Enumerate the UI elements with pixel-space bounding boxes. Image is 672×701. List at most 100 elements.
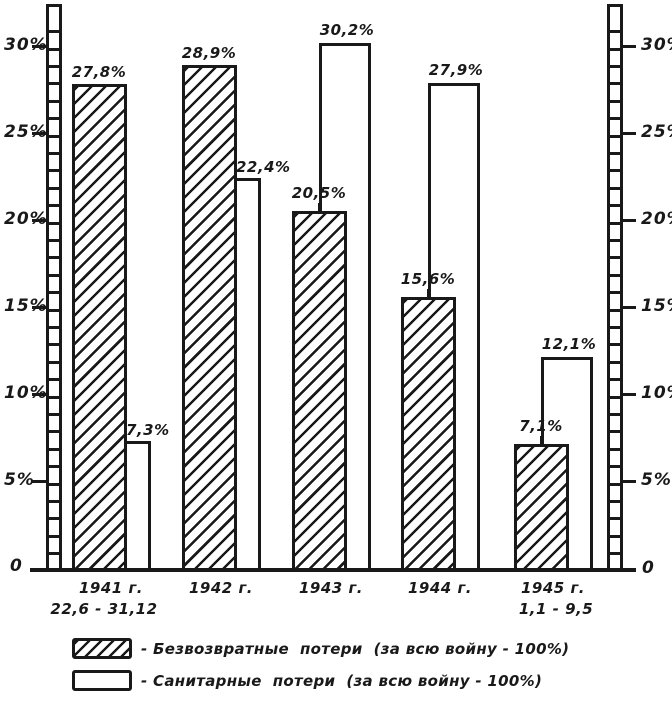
legend-item-irrecoverable: - Безвозвратные потери (за всю войну - 1… — [72, 638, 569, 659]
y-minor-tick — [609, 82, 621, 86]
y-tick-label-right: 30% — [641, 35, 672, 55]
x-label-1941: 1941 г. — [78, 579, 144, 597]
y-minor-tick — [48, 430, 60, 434]
x-label-1942: 1942 г. — [188, 579, 254, 597]
y-minor-tick — [609, 291, 621, 295]
y-minor-tick — [48, 412, 60, 416]
y-minor-tick — [48, 534, 60, 538]
y-tick-right — [620, 479, 636, 483]
bar-value-irrecoverable: 20,5% — [291, 184, 347, 202]
legend-label-irrecoverable: - Безвозвратные потери (за всю войну - 1… — [141, 639, 570, 658]
y-tick-left — [32, 392, 48, 396]
y-minor-tick — [48, 378, 60, 382]
y-minor-tick — [609, 534, 621, 538]
y-tick-right — [620, 305, 636, 309]
y-tick-left — [32, 218, 48, 222]
y-minor-tick — [48, 256, 60, 260]
y-minor-tick — [48, 482, 60, 486]
bar-value-sanitary: 27,9% — [428, 61, 484, 79]
value-connector — [318, 203, 321, 211]
y-minor-tick — [609, 308, 621, 312]
y-minor-tick — [48, 325, 60, 329]
y-tick-label-right: 15% — [641, 296, 672, 316]
y-minor-tick — [609, 186, 621, 190]
y-zero-label-right: 0 — [642, 558, 655, 578]
y-tick-label-left: 20% — [4, 209, 48, 229]
y-minor-tick — [48, 169, 60, 173]
y-minor-tick — [609, 47, 621, 51]
x-sublabel-1945: 1,1 - 9,5 — [518, 600, 594, 618]
y-axis-ladder-left — [46, 4, 62, 571]
y-minor-tick — [609, 343, 621, 347]
y-tick-label-right: 5% — [641, 470, 672, 490]
y-minor-tick — [48, 499, 60, 503]
y-minor-tick — [48, 186, 60, 190]
y-minor-tick — [48, 64, 60, 68]
bar-value-irrecoverable: 15,6% — [400, 270, 456, 288]
y-minor-tick — [48, 99, 60, 103]
y-minor-tick — [609, 238, 621, 242]
y-minor-tick — [609, 447, 621, 451]
y-minor-tick — [48, 343, 60, 347]
value-connector — [427, 289, 430, 297]
bar-value-sanitary: 7,3% — [126, 421, 170, 439]
y-minor-tick — [609, 430, 621, 434]
x-label-1945: 1945 г. — [520, 579, 586, 597]
legend-swatch-white — [72, 670, 132, 691]
x-label-1943: 1943 г. — [298, 579, 364, 597]
y-minor-tick — [48, 134, 60, 138]
y-minor-tick — [609, 552, 621, 556]
y-minor-tick — [48, 82, 60, 86]
bar-value-irrecoverable: 27,8% — [71, 63, 127, 81]
y-minor-tick — [48, 395, 60, 399]
y-minor-tick — [48, 360, 60, 364]
y-minor-tick — [609, 412, 621, 416]
bar-value-irrecoverable: 28,9% — [181, 44, 237, 62]
y-minor-tick — [609, 169, 621, 173]
y-minor-tick — [609, 360, 621, 364]
y-minor-tick — [609, 221, 621, 225]
y-tick-left — [32, 479, 48, 483]
y-minor-tick — [609, 134, 621, 138]
y-tick-label-left: 10% — [4, 383, 48, 403]
y-minor-tick — [609, 517, 621, 521]
bar-irrecoverable-1943 — [292, 211, 347, 571]
legend-swatch-hatched — [72, 638, 132, 659]
y-tick-left — [32, 131, 48, 135]
legend-item-sanitary: - Санитарные потери (за всю войну - 100%… — [72, 670, 542, 691]
y-tick-label-left: 15% — [4, 296, 48, 316]
y-tick-left — [32, 305, 48, 309]
y-minor-tick — [48, 552, 60, 556]
y-minor-tick — [609, 395, 621, 399]
y-minor-tick — [48, 273, 60, 277]
bar-irrecoverable-1945 — [514, 444, 569, 571]
x-label-1944: 1944 г. — [407, 579, 473, 597]
bar-value-sanitary: 22,4% — [236, 158, 291, 176]
bar-value-sanitary: 12,1% — [541, 335, 597, 353]
y-minor-tick — [48, 204, 60, 208]
y-minor-tick — [609, 465, 621, 469]
y-tick-right — [620, 131, 636, 135]
y-minor-tick — [48, 308, 60, 312]
y-minor-tick — [609, 378, 621, 382]
y-minor-tick — [609, 117, 621, 121]
y-minor-tick — [609, 99, 621, 103]
y-minor-tick — [609, 204, 621, 208]
y-minor-tick — [48, 447, 60, 451]
y-tick-right — [620, 44, 636, 48]
y-tick-label-left: 5% — [4, 470, 35, 490]
legend-label-sanitary: - Санитарные потери (за всю войну - 100%… — [141, 671, 543, 690]
y-minor-tick — [48, 465, 60, 469]
x-sublabel-1941: 22,6 - 31,12 — [50, 600, 158, 618]
bar-value-sanitary: 30,2% — [319, 21, 375, 39]
y-tick-label-left: 30% — [4, 35, 48, 55]
bar-irrecoverable-1942 — [182, 65, 237, 571]
bar-irrecoverable-1941 — [72, 84, 127, 571]
y-minor-tick — [609, 499, 621, 503]
y-minor-tick — [609, 64, 621, 68]
y-minor-tick — [609, 151, 621, 155]
y-minor-tick — [48, 517, 60, 521]
y-minor-tick — [609, 256, 621, 260]
